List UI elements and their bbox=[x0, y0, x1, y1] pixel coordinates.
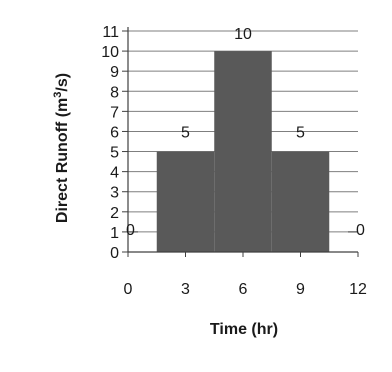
y-tick-label: 10 bbox=[101, 44, 119, 61]
data-label: 10 bbox=[234, 26, 252, 43]
runoff-bar bbox=[214, 51, 272, 252]
x-tick-label: 3 bbox=[181, 281, 190, 298]
x-axis-title: Time (hr) bbox=[210, 321, 278, 338]
x-tick-label: 9 bbox=[296, 281, 305, 298]
x-tick-label: 0 bbox=[124, 281, 133, 298]
y-tick-label: 7 bbox=[110, 104, 119, 121]
y-axis-title: Direct Runoff (m3/s) bbox=[52, 73, 71, 223]
y-axis-title-main: Direct Runoff (m bbox=[54, 98, 71, 223]
x-tick-label: 12 bbox=[349, 281, 367, 298]
runoff-bar bbox=[271, 151, 330, 252]
y-tick-label: 0 bbox=[110, 245, 119, 262]
y-tick-label: 2 bbox=[110, 205, 119, 222]
y-tick-label: 1 bbox=[110, 225, 119, 242]
data-label: 5 bbox=[181, 124, 190, 141]
runoff-bar bbox=[156, 151, 215, 252]
data-label: 5 bbox=[296, 124, 305, 141]
y-tick-label: 4 bbox=[110, 165, 119, 182]
data-labels: 0 5 10 5 0 bbox=[126, 26, 365, 239]
y-axis-title-sup: 3 bbox=[52, 92, 64, 98]
data-label: 0 bbox=[126, 222, 135, 239]
y-tick-label: 11 bbox=[102, 24, 119, 41]
y-tick-label: 3 bbox=[110, 185, 119, 202]
x-tick-label: 6 bbox=[239, 281, 248, 298]
y-tick-label: 5 bbox=[110, 145, 119, 162]
y-tick-label: 6 bbox=[110, 124, 119, 141]
runoff-bars bbox=[156, 51, 330, 252]
data-label: 0 bbox=[356, 222, 365, 239]
y-axis-title-end: /s) bbox=[54, 73, 71, 92]
y-tick-label: 9 bbox=[110, 64, 119, 81]
y-tick-label: 8 bbox=[110, 84, 119, 101]
